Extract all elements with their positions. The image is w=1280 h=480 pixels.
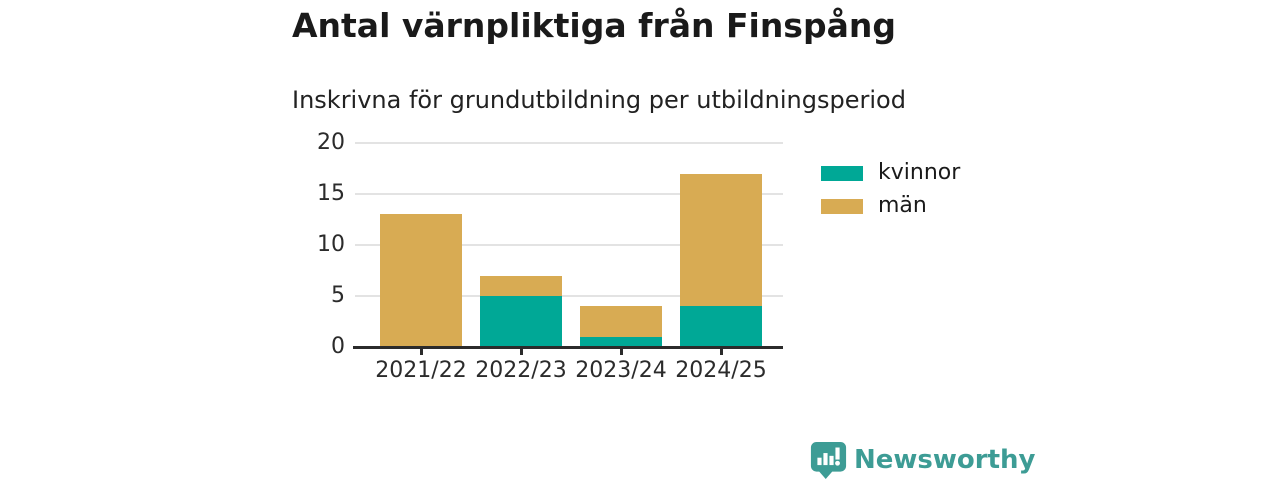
bar-segment-män[interactable] <box>580 306 662 337</box>
bar-segment-kvinnor[interactable] <box>680 306 762 347</box>
x-axis-tick <box>519 347 523 355</box>
brand-name: Newsworthy <box>854 444 1036 475</box>
legend-item-kvinnor[interactable]: kvinnor <box>821 162 960 184</box>
chart-legend: kvinnor män <box>821 162 960 228</box>
x-axis-tick <box>719 347 723 355</box>
brand-footer: Newsworthy <box>810 441 1035 479</box>
y-axis-tick-label: 0 <box>331 334 345 359</box>
y-gridline <box>355 142 783 144</box>
chart-title: Antal värnpliktiga från Finspång <box>292 6 896 45</box>
x-axis-line <box>353 346 783 349</box>
legend-label: män <box>878 193 927 218</box>
chart-subtitle: Inskrivna för grundutbildning per utbild… <box>292 86 906 114</box>
legend-label: kvinnor <box>878 160 961 185</box>
y-gridline <box>355 244 783 246</box>
x-axis-tick <box>619 347 623 355</box>
y-axis-tick-label: 15 <box>317 181 345 206</box>
legend-swatch-icon <box>821 165 863 181</box>
y-gridline <box>355 295 783 297</box>
x-axis-category-label: 2022/23 <box>475 358 567 383</box>
legend-swatch-icon <box>821 198 863 214</box>
y-gridline <box>355 193 783 195</box>
legend-item-män[interactable]: män <box>821 195 960 217</box>
y-axis-tick-label: 20 <box>317 130 345 155</box>
x-axis-category-label: 2023/24 <box>575 358 667 383</box>
y-axis-tick-label: 5 <box>331 283 345 308</box>
x-axis-category-label: 2024/25 <box>675 358 767 383</box>
bar-segment-män[interactable] <box>480 275 562 296</box>
x-axis-category-label: 2021/22 <box>375 358 467 383</box>
y-axis-tick-label: 10 <box>317 232 345 257</box>
bar-segment-män[interactable] <box>380 214 462 347</box>
bar-segment-kvinnor[interactable] <box>480 296 562 347</box>
bar-segment-kvinnor[interactable] <box>580 336 662 347</box>
x-axis-tick <box>419 347 423 355</box>
newsworthy-logo-icon <box>810 441 847 479</box>
bar-segment-män[interactable] <box>680 173 762 307</box>
